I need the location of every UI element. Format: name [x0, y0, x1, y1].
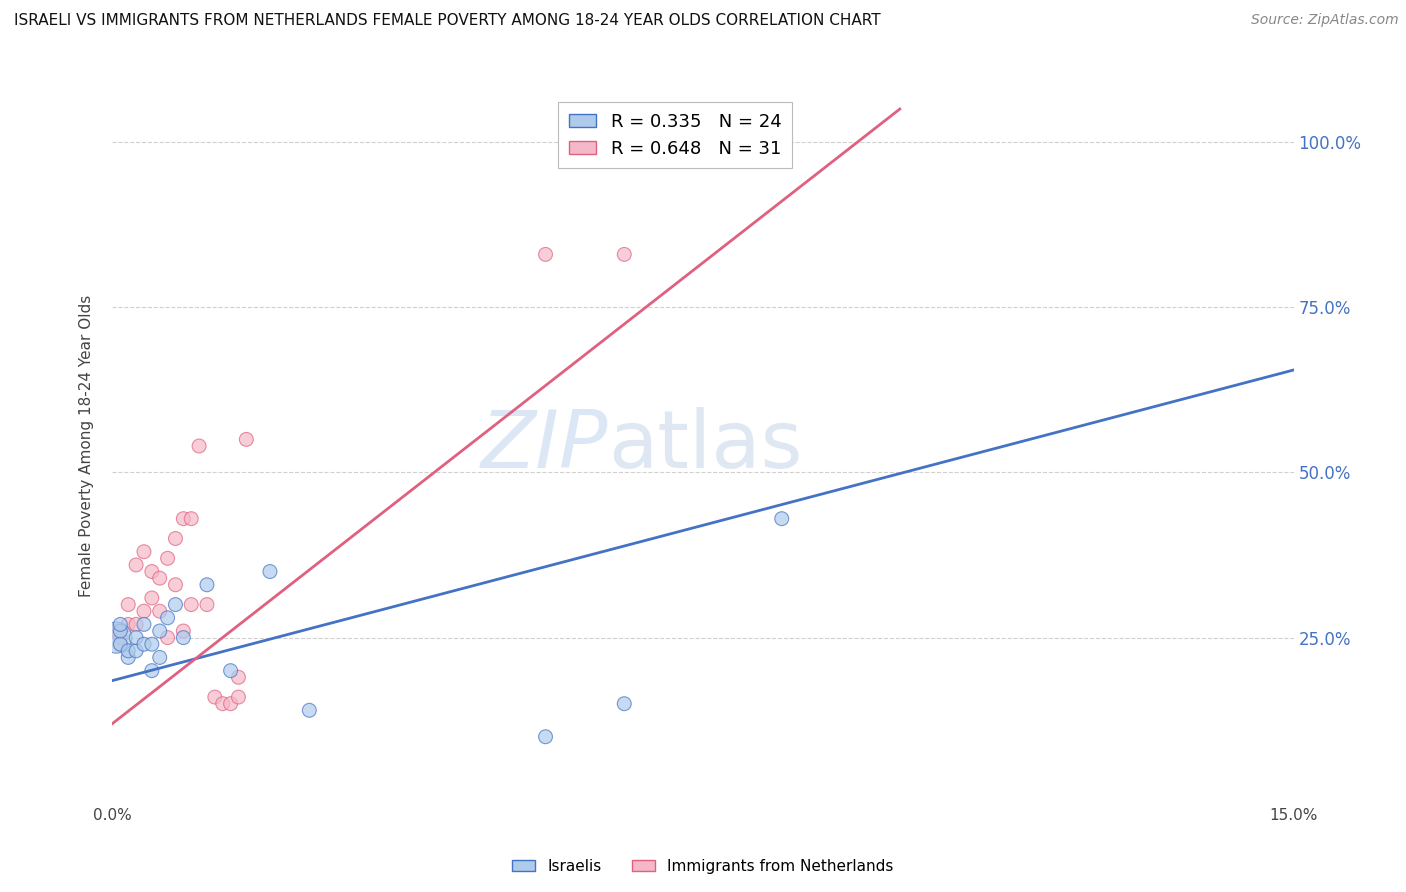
- Point: [110, 631, 132, 645]
- Point: [172, 624, 194, 638]
- Point: [117, 650, 139, 665]
- Legend: R = 0.335   N = 24, R = 0.648   N = 31: R = 0.335 N = 24, R = 0.648 N = 31: [558, 102, 793, 169]
- Point: [141, 637, 163, 651]
- Point: [534, 730, 557, 744]
- Point: [132, 617, 155, 632]
- Point: [298, 703, 321, 717]
- Point: [770, 511, 793, 525]
- Y-axis label: Female Poverty Among 18-24 Year Olds: Female Poverty Among 18-24 Year Olds: [79, 295, 94, 597]
- Point: [211, 697, 233, 711]
- Text: Source: ZipAtlas.com: Source: ZipAtlas.com: [1251, 13, 1399, 28]
- Point: [149, 571, 172, 585]
- Point: [132, 604, 155, 618]
- Point: [156, 551, 179, 566]
- Point: [132, 637, 155, 651]
- Point: [156, 611, 179, 625]
- Point: [141, 591, 163, 605]
- Point: [613, 697, 636, 711]
- Point: [165, 598, 187, 612]
- Point: [149, 650, 172, 665]
- Point: [141, 664, 163, 678]
- Text: atlas: atlas: [609, 407, 803, 485]
- Text: ISRAELI VS IMMIGRANTS FROM NETHERLANDS FEMALE POVERTY AMONG 18-24 YEAR OLDS CORR: ISRAELI VS IMMIGRANTS FROM NETHERLANDS F…: [14, 13, 880, 29]
- Point: [110, 637, 132, 651]
- Point: [195, 598, 218, 612]
- Point: [149, 624, 172, 638]
- Point: [125, 644, 148, 658]
- Point: [117, 598, 139, 612]
- Point: [534, 247, 557, 261]
- Point: [228, 690, 250, 704]
- Point: [110, 624, 132, 638]
- Point: [259, 565, 281, 579]
- Point: [105, 631, 128, 645]
- Point: [204, 690, 226, 704]
- Point: [613, 247, 636, 261]
- Point: [110, 637, 132, 651]
- Point: [141, 565, 163, 579]
- Point: [195, 578, 218, 592]
- Point: [110, 617, 132, 632]
- Point: [165, 532, 187, 546]
- Text: ZIP: ZIP: [481, 407, 609, 485]
- Point: [125, 558, 148, 572]
- Point: [117, 617, 139, 632]
- Point: [149, 604, 172, 618]
- Point: [219, 664, 242, 678]
- Point: [125, 617, 148, 632]
- Point: [172, 631, 194, 645]
- Point: [188, 439, 211, 453]
- Point: [132, 545, 155, 559]
- Point: [172, 511, 194, 525]
- Point: [235, 433, 257, 447]
- Point: [165, 578, 187, 592]
- Legend: Israelis, Immigrants from Netherlands: Israelis, Immigrants from Netherlands: [506, 853, 900, 880]
- Point: [156, 631, 179, 645]
- Point: [117, 644, 139, 658]
- Point: [180, 598, 202, 612]
- Point: [125, 631, 148, 645]
- Point: [219, 697, 242, 711]
- Point: [228, 670, 250, 684]
- Point: [180, 511, 202, 525]
- Point: [105, 624, 128, 638]
